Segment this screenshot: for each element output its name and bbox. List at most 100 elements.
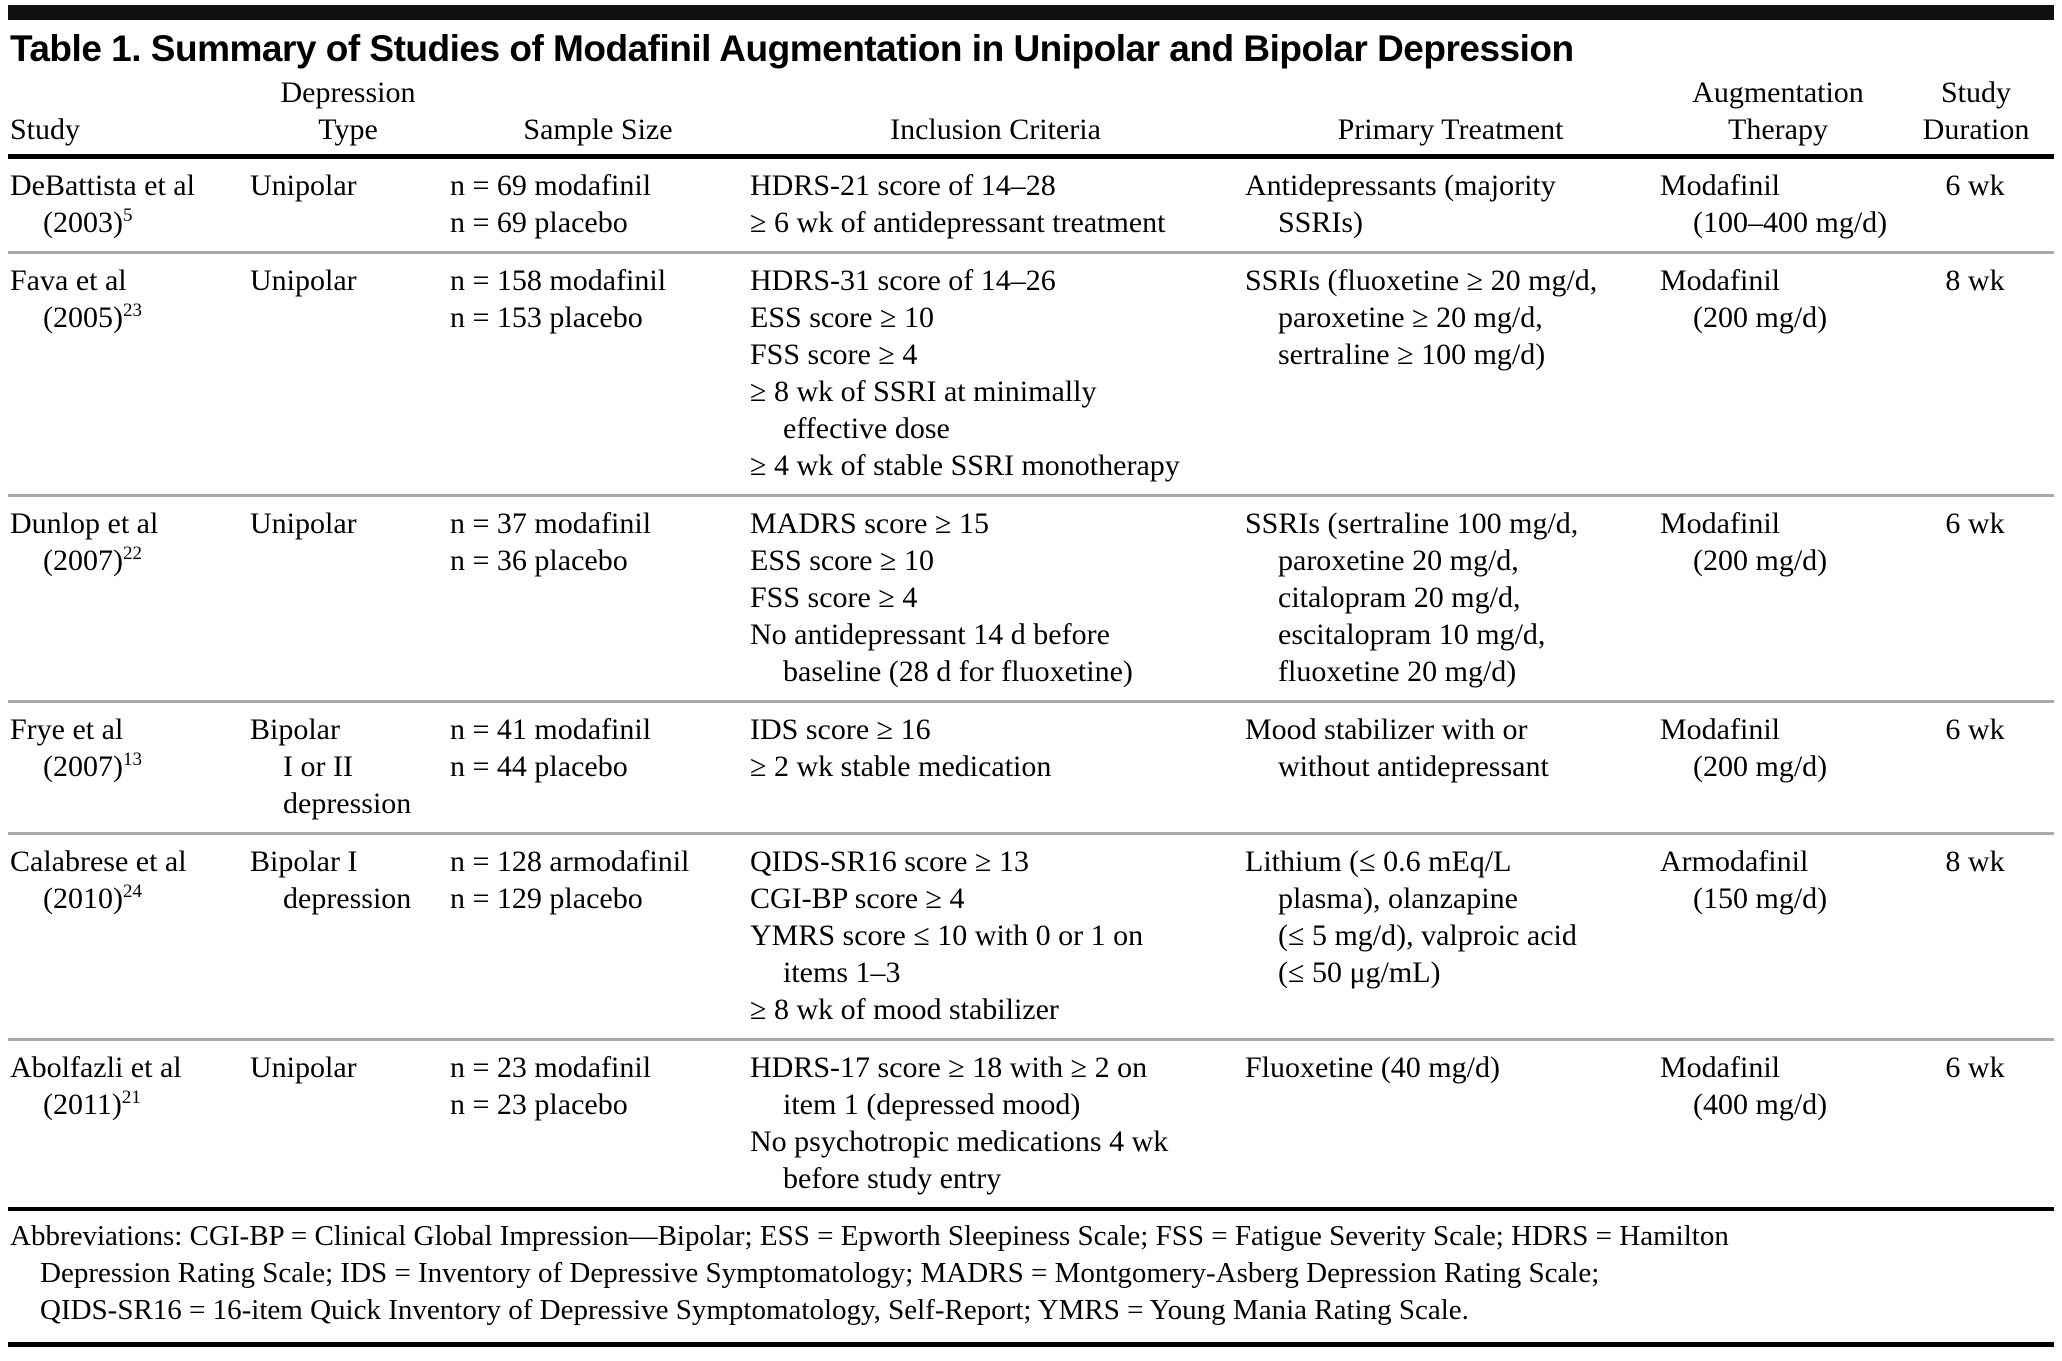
- table-body: DeBattista et al (2003)5 Unipolar n = 69 mo…: [8, 159, 2054, 1207]
- citation-superscript: 22: [122, 543, 142, 564]
- text-line: Armodafinil: [1660, 845, 1809, 878]
- column-header-primary_treatment: Primary Treatment: [1243, 109, 1658, 154]
- text-line: SSRIs (fluoxetine ≥ 20 mg/d,: [1245, 264, 1598, 297]
- text-line: ESS score ≥ 10: [750, 301, 934, 334]
- footnote-rule: [8, 1207, 2054, 1211]
- cell-sample_size: n = 69 modafinil n = 69 placebo: [448, 159, 748, 251]
- text-line: depression: [283, 882, 412, 915]
- text-line: n = 44 placebo: [450, 750, 628, 783]
- text-line: n = 37 modafinil: [450, 507, 652, 540]
- top-rule: [8, 5, 2054, 20]
- abbreviations-footnote: Abbreviations: CGI-BP = Clinical Global …: [8, 1211, 2054, 1342]
- table-row: Frye et al (2007)13 Bipolar I or II depressi…: [8, 700, 2054, 832]
- text-line: SSRIs): [1278, 206, 1364, 239]
- text-line: No antidepressant 14 d before: [750, 618, 1110, 651]
- text-line: Modafinil: [1660, 507, 1780, 540]
- text-line: citalopram 20 mg/d,: [1278, 581, 1521, 614]
- text-line: 6 wk: [1945, 713, 2005, 746]
- text-line: (200 mg/d): [1693, 301, 1828, 334]
- text-line: ≥ 4 wk of stable SSRI monotherapy: [750, 449, 1180, 482]
- text-line: Abbreviations: CGI-BP = Clinical Global …: [10, 1220, 1729, 1252]
- cell-augmentation_therapy: Modafinil (200 mg/d): [1658, 254, 1898, 494]
- column-header-depression_type: Depression Type: [248, 72, 448, 154]
- cell-primary_treatment: Antidepressants (majority SSRIs): [1243, 159, 1658, 251]
- text-line: (400 mg/d): [1693, 1088, 1828, 1121]
- cell-depression_type: Bipolar I depression: [248, 835, 448, 1038]
- text-line: Bipolar: [250, 713, 340, 746]
- text-line: (2011)21: [43, 1087, 141, 1121]
- text-line: HDRS-17 score ≥ 18 with ≥ 2 on: [750, 1051, 1148, 1084]
- text-line: Abolfazli et al: [10, 1051, 182, 1084]
- text-line: ≥ 8 wk of SSRI at minimally: [750, 375, 1097, 408]
- header-label-line: Duration: [1922, 113, 2030, 146]
- text-line: I or II: [283, 750, 353, 783]
- cell-primary_treatment: Lithium (≤ 0.6 mEq/L plasma), olanzapine (…: [1243, 835, 1658, 1038]
- cell-study_duration: 6 wk: [1898, 497, 2054, 700]
- cell-sample_size: n = 158 modafinil n = 153 placebo: [448, 254, 748, 494]
- header-label-line: Therapy: [1728, 113, 1828, 146]
- text-line: Frye et al: [10, 713, 124, 746]
- cell-study_duration: 8 wk: [1898, 254, 2054, 494]
- column-header-sample_size: Sample Size: [448, 109, 748, 154]
- cell-study: Fava et al (2005)23: [8, 254, 248, 494]
- text-line: (200 mg/d): [1693, 750, 1828, 783]
- cell-sample_size: n = 23 modafinil n = 23 placebo: [448, 1041, 748, 1207]
- text-line: Dunlop et al: [10, 507, 159, 540]
- text-line: (≤ 50 μg/mL): [1278, 956, 1441, 989]
- cell-augmentation_therapy: Modafinil (200 mg/d): [1658, 497, 1898, 700]
- cell-study: Abolfazli et al (2011)21: [8, 1041, 248, 1207]
- text-line: n = 129 placebo: [450, 882, 643, 915]
- text-line: Bipolar I: [250, 845, 358, 878]
- cell-depression_type: Bipolar I or II depression: [248, 703, 448, 832]
- citation-superscript: 21: [121, 1087, 141, 1108]
- text-line: FSS score ≥ 4: [750, 581, 918, 614]
- header-label-line: Type: [318, 113, 378, 146]
- citation-superscript: 24: [122, 881, 142, 902]
- text-line: escitalopram 10 mg/d,: [1278, 618, 1546, 651]
- text-line: items 1–3: [783, 956, 901, 989]
- citation-superscript: 13: [122, 749, 142, 770]
- cell-study_duration: 6 wk: [1898, 1041, 2054, 1207]
- text-line: n = 128 armodafinil: [450, 845, 690, 878]
- cell-depression_type: Unipolar: [248, 1041, 448, 1207]
- text-line: n = 41 modafinil: [450, 713, 652, 746]
- text-line: 8 wk: [1945, 264, 2005, 297]
- cell-augmentation_therapy: Modafinil (400 mg/d): [1658, 1041, 1898, 1207]
- cell-inclusion_criteria: HDRS-21 score of 14–28 ≥ 6 wk of antidepr…: [748, 159, 1243, 251]
- cell-sample_size: n = 37 modafinil n = 36 placebo: [448, 497, 748, 700]
- text-line: Fluoxetine (40 mg/d): [1245, 1051, 1500, 1084]
- column-header-augmentation_therapy: Augmentation Therapy: [1658, 72, 1898, 154]
- text-line: Unipolar: [250, 507, 357, 540]
- text-line: Mood stabilizer with or: [1245, 713, 1528, 746]
- cell-inclusion_criteria: HDRS-31 score of 14–26 ESS score ≥ 10 FSS …: [748, 254, 1243, 494]
- text-line: SSRIs (sertraline 100 mg/d,: [1245, 507, 1579, 540]
- cell-depression_type: Unipolar: [248, 497, 448, 700]
- text-line: n = 153 placebo: [450, 301, 643, 334]
- text-line: Unipolar: [250, 264, 357, 297]
- cell-study: Dunlop et al (2007)22: [8, 497, 248, 700]
- citation-superscript: 5: [122, 205, 133, 226]
- text-line: ≥ 8 wk of mood stabilizer: [750, 993, 1059, 1026]
- text-line: (200 mg/d): [1693, 544, 1828, 577]
- text-line: paroxetine 20 mg/d,: [1278, 544, 1519, 577]
- text-line: IDS score ≥ 16: [750, 713, 931, 746]
- text-line: (150 mg/d): [1693, 882, 1828, 915]
- text-line: ESS score ≥ 10: [750, 544, 934, 577]
- cell-primary_treatment: SSRIs (fluoxetine ≥ 20 mg/d, paroxetine ≥…: [1243, 254, 1658, 494]
- text-line: No psychotropic medications 4 wk: [750, 1125, 1169, 1158]
- text-line: Lithium (≤ 0.6 mEq/L: [1245, 845, 1512, 878]
- cell-study: DeBattista et al (2003)5: [8, 159, 248, 251]
- cell-augmentation_therapy: Modafinil (100–400 mg/d): [1658, 159, 1898, 251]
- text-line: 6 wk: [1945, 507, 2005, 540]
- text-line: (2010)24: [43, 881, 142, 915]
- text-line: n = 69 modafinil: [450, 169, 652, 202]
- text-line: Fava et al: [10, 264, 127, 297]
- cell-inclusion_criteria: IDS score ≥ 16 ≥ 2 wk stable medication: [748, 703, 1243, 832]
- text-line: DeBattista et al: [10, 169, 195, 202]
- header-label-line: Inclusion Criteria: [890, 113, 1101, 146]
- cell-inclusion_criteria: HDRS-17 score ≥ 18 with ≥ 2 on item 1 (de…: [748, 1041, 1243, 1207]
- text-line: baseline (28 d for fluoxetine): [783, 655, 1133, 688]
- text-line: 6 wk: [1945, 169, 2005, 202]
- column-header-study_duration: Study Duration: [1898, 72, 2054, 154]
